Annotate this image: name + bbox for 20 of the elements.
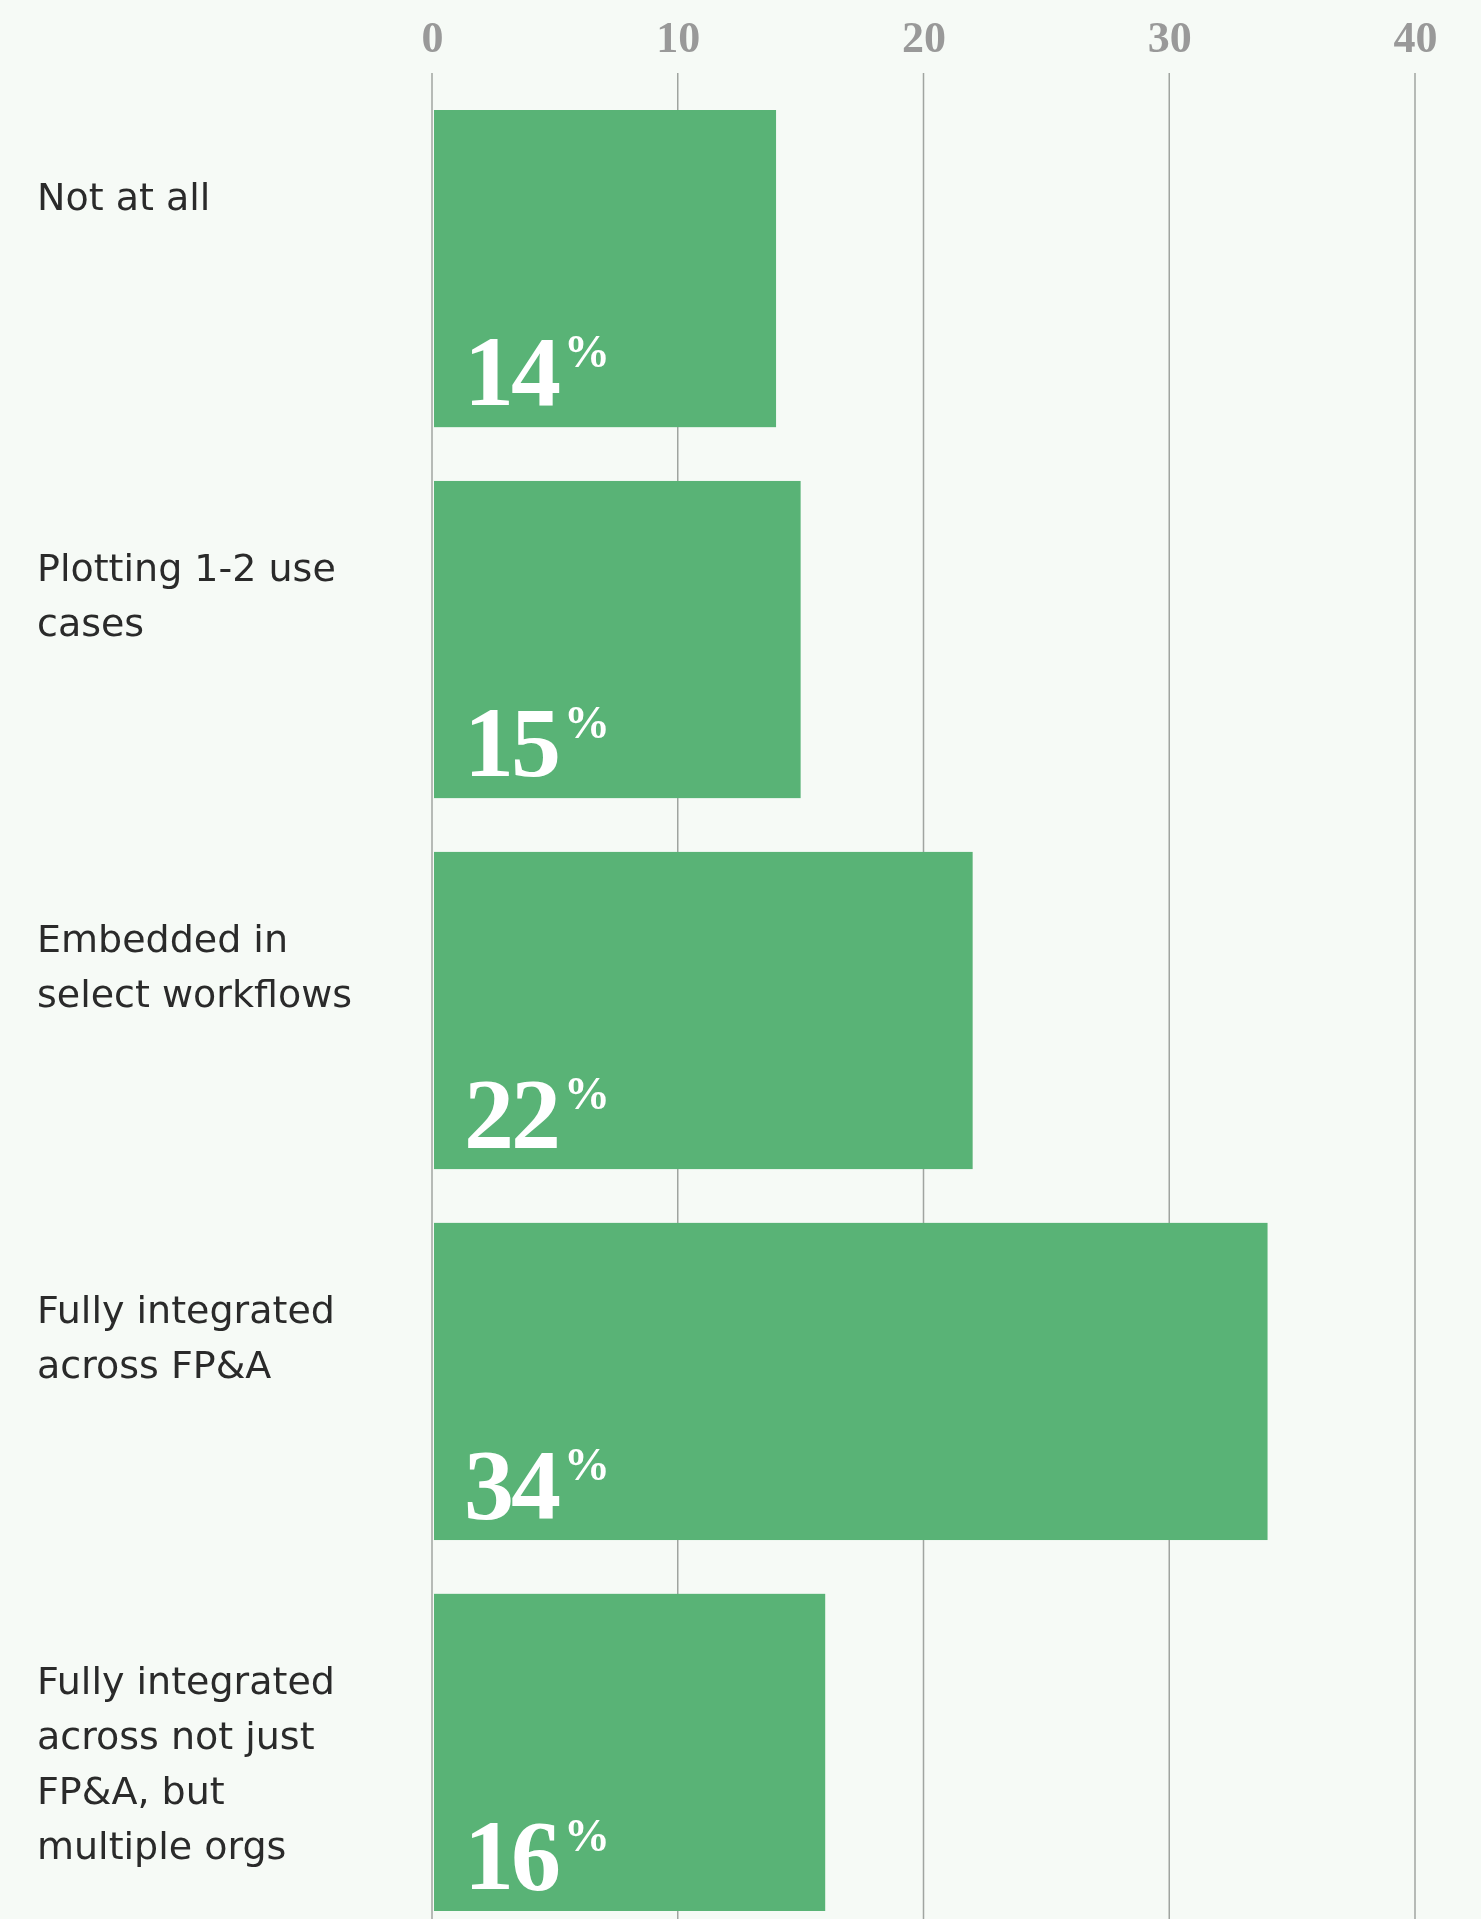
data-label: 34$^{%}$: [464, 1429, 610, 1541]
x-tick-label: 20: [902, 13, 946, 62]
x-tick-label: 30: [1147, 13, 1192, 62]
x-tick-label: 10: [656, 13, 701, 62]
bar: [434, 1593, 826, 1911]
bar: [434, 110, 777, 428]
x-tick-label: 0: [421, 13, 444, 62]
data-label: 16$^{%}$: [464, 1800, 610, 1911]
bar: [434, 851, 973, 1170]
y-tick-label: Not at all: [37, 175, 211, 219]
data-label: 14$^{%}$: [464, 316, 610, 428]
y-tick-label: Fully integrated across not just FP&A, but multiple orgs: [37, 1658, 335, 1868]
bar: [434, 480, 801, 799]
data-label: 15$^{%}$: [464, 687, 610, 799]
bar: [434, 1222, 1268, 1541]
data-label: 22$^{%}$: [464, 1058, 610, 1170]
y-tick-label: Plotting 1-2 use cases: [37, 545, 336, 645]
y-tick-label: Fully integrated across FP&A: [37, 1287, 335, 1387]
x-tick-label: 40: [1393, 13, 1438, 62]
y-tick-label: Embedded in select workflows: [37, 916, 353, 1016]
